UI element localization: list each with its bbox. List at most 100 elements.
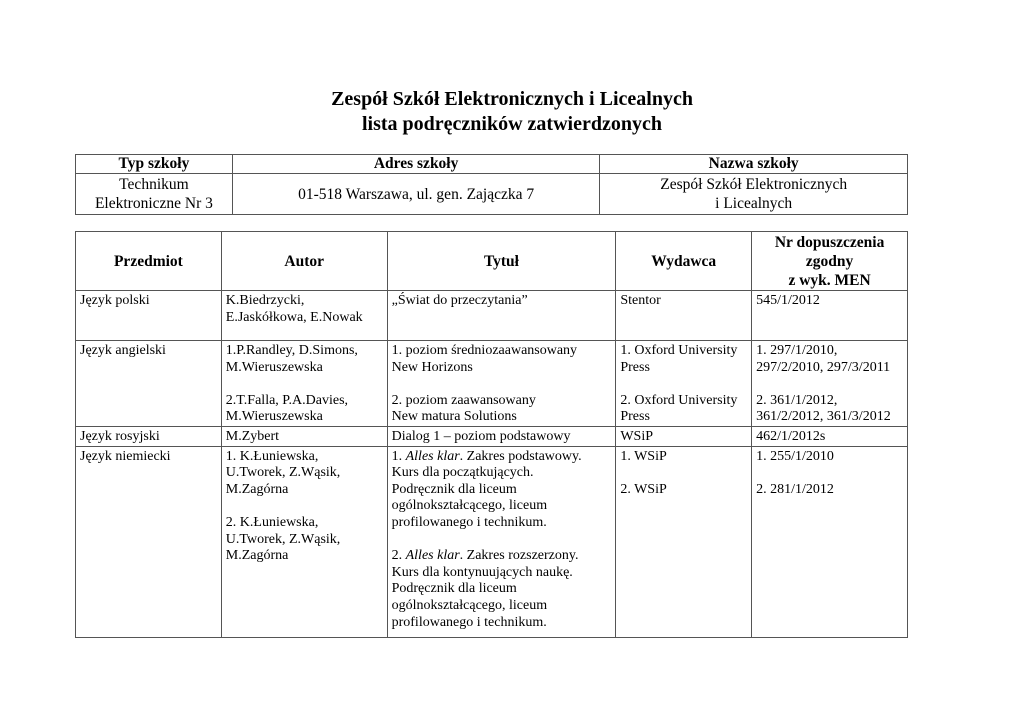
cell-line: K.Biedrzycki,	[225, 293, 305, 308]
cell-line: 361/2/2012, 361/3/2012	[756, 409, 891, 425]
subject-cell: Język rosyjski	[75, 426, 222, 447]
entry-block: 2.T.Falla, P.A.Davies, M.Wieruszewska	[226, 393, 383, 426]
cell-line: U.Tworek, Z.Wąsik,	[225, 465, 341, 481]
tytul-cell: 1. poziom średniozaawansowany New Horizon…	[386, 340, 617, 427]
entry-block: 2. Oxford University Press	[620, 393, 747, 426]
cell-line: „Świat do przeczytania”	[391, 293, 528, 308]
document-subtitle: lista podręczników zatwierdzonych	[362, 113, 662, 135]
entry-block: M.Zybert	[226, 429, 383, 446]
cell-line: 2. 281/1/2012	[756, 481, 834, 497]
tytul-cell: „Świat do przeczytania”	[386, 290, 617, 341]
header-school-type: Typ szkoły	[75, 154, 233, 174]
subject-cell: Język niemiecki	[75, 445, 222, 638]
cell-line: Press	[620, 409, 650, 425]
autor-cell: M.Zybert	[220, 426, 388, 447]
cell-line: Stentor	[620, 293, 661, 308]
cell-line: 1. 297/1/2010,	[756, 343, 838, 358]
school-type-line: Elektroniczne Nr 3	[94, 195, 213, 212]
nr-cell: 545/1/2012	[751, 290, 908, 341]
textbooks-header-row: Przedmiot Autor Tytuł Wydawca Nr dopuszc…	[75, 231, 908, 291]
wydawca-cell: Stentor	[615, 290, 753, 341]
cell-line: M.Zybert	[225, 429, 280, 444]
cell-line: E.Jaskółkowa, E.Nowak	[225, 309, 363, 325]
nr-cell: 1. 297/1/2010, 297/2/2010, 297/3/2011 2. 3…	[751, 340, 908, 427]
cell-line: 1. poziom średniozaawansowany	[391, 343, 578, 358]
entry-block: 1. Oxford University Press	[620, 343, 747, 376]
entry-block: 545/1/2012	[756, 293, 903, 310]
header-subject: Przedmiot	[75, 231, 222, 291]
cell-line: 1. 255/1/2010	[756, 448, 834, 464]
tytul-cell: 1. Alles klar. Zakres podstawowy. Kurs dl…	[386, 445, 617, 638]
italic-book-title: Alles klar	[405, 448, 460, 464]
school-name-line: i Licealnych	[715, 195, 793, 212]
cell-line: M.Zagórna	[225, 481, 289, 497]
line-prefix: 2.	[391, 548, 406, 564]
school-info-table: Typ szkoły Adres szkoły Nazwa szkoły Tec…	[75, 154, 908, 215]
cell-line: 2.T.Falla, P.A.Davies,	[225, 392, 349, 408]
autor-cell: 1.P.Randley, D.Simons, M.Wieruszewska 2.T.…	[220, 340, 388, 427]
header-line: zgodny	[805, 252, 854, 270]
line-suffix: . Zakres rozszerzony.	[459, 548, 579, 564]
header-title: Tytuł	[386, 231, 617, 291]
entry-block: K.Biedrzycki, E.Jaskółkowa, E.Nowak	[226, 293, 383, 326]
cell-line: Kurs dla początkujących.	[391, 465, 534, 481]
entry-block: 2. Alles klar. Zakres rozszerzony. Kurs d…	[392, 548, 612, 631]
entry-block: 2. K.Łuniewska, U.Tworek, Z.Wąsik, M.Zagór…	[226, 515, 383, 565]
table-row: Język polski K.Biedrzycki, E.Jaskółkowa, E…	[75, 290, 908, 341]
entry-block: 1. K.Łuniewska, U.Tworek, Z.Wąsik, M.Zagór…	[226, 449, 383, 499]
autor-cell: K.Biedrzycki, E.Jaskółkowa, E.Nowak	[220, 290, 388, 341]
entry-block: 1. WSiP	[620, 449, 747, 466]
entry-block: 2. 281/1/2012	[756, 482, 903, 499]
entry-block: 1. Alles klar. Zakres podstawowy. Kurs dl…	[392, 449, 612, 532]
tytul-cell: Dialog 1 – poziom podstawowy	[386, 426, 617, 447]
cell-line: 2. Oxford University	[620, 392, 738, 408]
header-line: z wyk. MEN	[788, 271, 871, 289]
header-publisher: Wydawca	[615, 231, 753, 291]
header-approval-number: Nr dopuszczenia zgodny z wyk. MEN	[751, 231, 908, 291]
subject-cell: Język polski	[75, 290, 222, 341]
school-type-line: Technikum	[119, 176, 189, 193]
line-suffix: . Zakres podstawowy.	[459, 448, 582, 464]
cell-line: 2. poziom zaawansowany	[391, 392, 536, 408]
document-title: Zespół Szkół Elektronicznych i Licealnyc…	[331, 88, 693, 110]
cell-line: profilowanego i technikum.	[391, 614, 547, 630]
italic-book-title: Alles klar	[405, 548, 460, 564]
cell-line: Press	[620, 359, 650, 375]
school-header-row: Typ szkoły Adres szkoły Nazwa szkoły	[75, 154, 908, 174]
textbooks-table: Przedmiot Autor Tytuł Wydawca Nr dopuszc…	[75, 231, 908, 638]
nr-cell: 1. 255/1/2010 2. 281/1/2012	[751, 445, 908, 638]
entry-block: 462/1/2012s	[756, 429, 903, 446]
cell-line: ogólnokształcącego, liceum	[391, 597, 548, 613]
school-address: 01-518 Warszawa, ul. gen. Zajączka 7	[231, 173, 601, 215]
entry-block: 2. 361/1/2012, 361/2/2012, 361/3/2012	[756, 393, 903, 426]
cell-line: Kurs dla kontynuujących naukę.	[391, 564, 573, 580]
entry-block: 1. poziom średniozaawansowany New Horizon…	[392, 343, 612, 376]
cell-line: WSiP	[620, 429, 654, 444]
cell-line: Podręcznik dla liceum	[391, 481, 517, 497]
line-prefix: 1.	[391, 448, 406, 464]
school-type: Technikum Elektroniczne Nr 3	[75, 173, 233, 215]
cell-line: ogólnokształcącego, liceum	[391, 498, 548, 514]
cell-line: 1. Oxford University	[620, 343, 738, 358]
cell-line: M.Wieruszewska	[225, 359, 323, 375]
cell-line: M.Zagórna	[225, 548, 289, 564]
entry-block: 2. poziom zaawansowany New matura Solutio…	[392, 393, 612, 426]
school-name-line: Zespół Szkół Elektronicznych	[660, 176, 848, 193]
cell-line: 2. 361/1/2012,	[756, 392, 838, 408]
header-author: Autor	[220, 231, 388, 291]
cell-line: 1. WSiP	[620, 448, 667, 464]
entry-block: „Świat do przeczytania”	[392, 293, 612, 310]
cell-line: M.Wieruszewska	[225, 409, 323, 425]
cell-line: 545/1/2012	[756, 293, 820, 308]
table-row: Język niemiecki 1. K.Łuniewska, U.Tworek, …	[75, 445, 908, 638]
school-name: Zespół Szkół Elektronicznych i Licealnych	[599, 173, 908, 215]
cell-line: 297/2/2010, 297/3/2011	[756, 359, 891, 375]
cell-line: 2. WSiP	[620, 481, 667, 497]
entry-block: 1. 297/1/2010, 297/2/2010, 297/3/2011	[756, 343, 903, 376]
entry-block: Dialog 1 – poziom podstawowy	[392, 429, 612, 446]
cell-line: Podręcznik dla liceum	[391, 581, 517, 597]
cell-line: 1.P.Randley, D.Simons,	[225, 343, 358, 358]
entry-block: 2. WSiP	[620, 482, 747, 499]
cell-line: profilowanego i technikum.	[391, 514, 547, 530]
